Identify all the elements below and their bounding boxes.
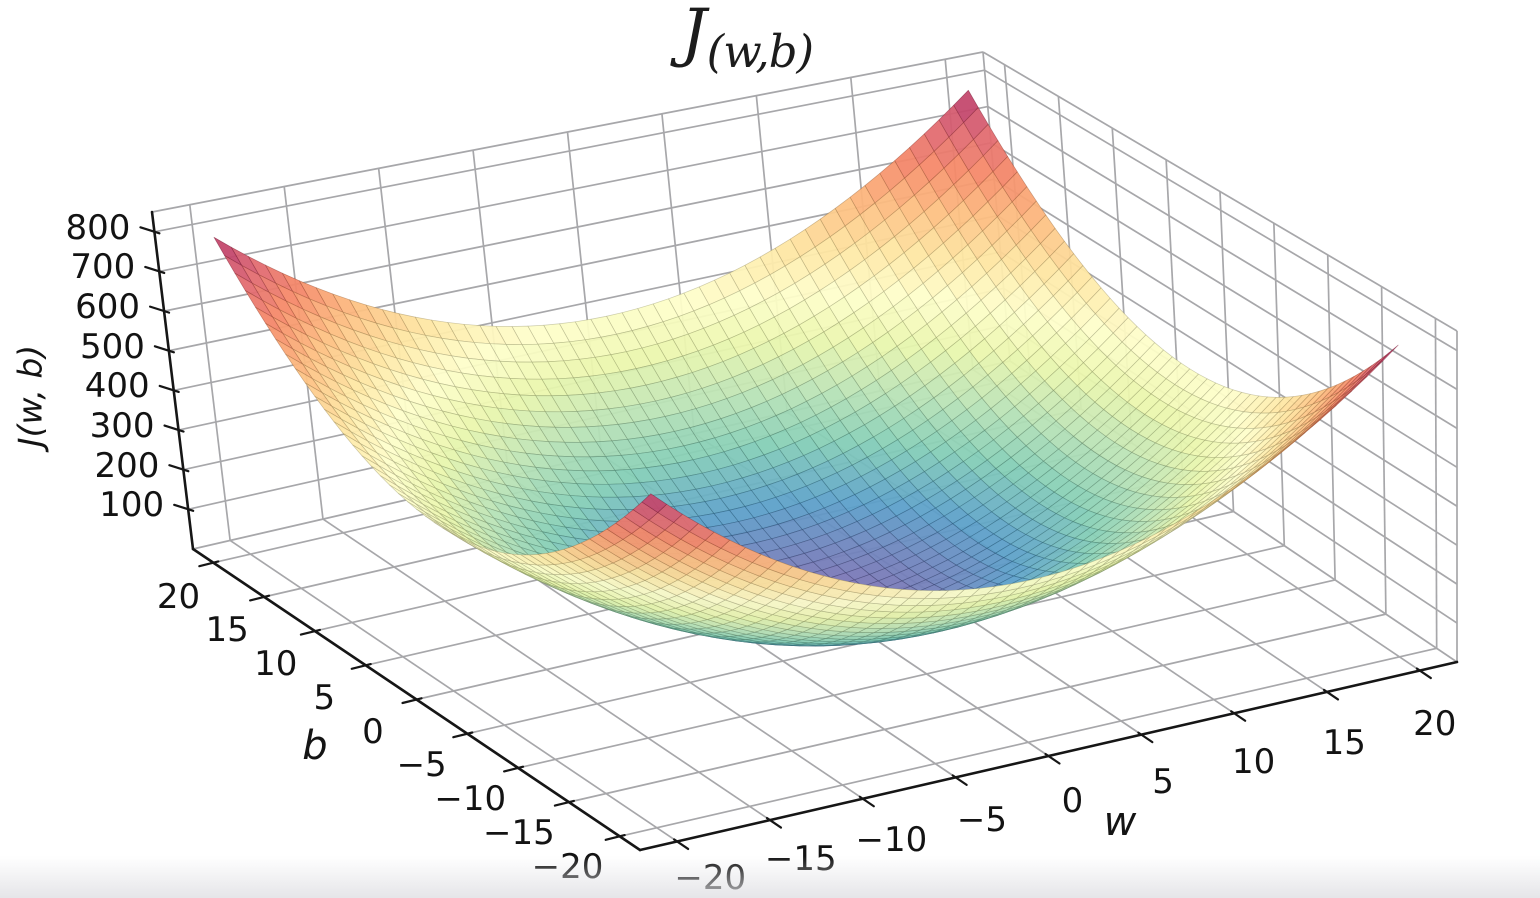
b-axis-tick-label: −10: [434, 779, 507, 819]
b-axis-tick-label: 0: [362, 711, 384, 752]
z-axis-tick-label: 500: [79, 326, 145, 367]
w-axis-tick-label: −10: [855, 819, 928, 860]
b-axis-tick-label: 15: [205, 610, 249, 651]
bottom-fade-gradient: [0, 856, 1540, 898]
w-axis-tick-label: 15: [1322, 723, 1366, 764]
z-axis-tick-label: 200: [94, 445, 160, 486]
z-axis-tick-label: 800: [65, 207, 131, 248]
w-axis-tick-label: 10: [1231, 742, 1276, 783]
b-axis-tick-label: −5: [396, 745, 447, 786]
x-axis-label: w: [1103, 799, 1137, 845]
chart-title: J(w,b): [681, 0, 814, 78]
title-main: J: [681, 0, 707, 70]
z-axis-tick-label: 700: [70, 247, 136, 288]
b-axis-tick-label: −15: [483, 812, 555, 853]
w-axis-tick-label: 20: [1413, 703, 1457, 744]
b-axis-tick-label: 5: [313, 677, 336, 718]
z-axis-tick-label: 300: [89, 406, 155, 447]
z-axis-tick-label: 600: [75, 287, 141, 328]
y-axis-label: b: [302, 723, 328, 769]
z-axis-tick-label: 400: [84, 366, 150, 407]
w-axis-tick-label: 0: [1061, 781, 1084, 821]
title-subscript: (w,b): [706, 25, 814, 78]
b-axis-tick-label: 20: [156, 576, 201, 617]
b-axis-tick-label: 10: [254, 644, 298, 684]
z-axis-label: J(w, b): [10, 344, 50, 448]
w-axis-tick-label: −5: [956, 800, 1007, 841]
w-axis-tick-label: 5: [1152, 761, 1174, 802]
z-axis-tick-label: 100: [99, 485, 165, 526]
